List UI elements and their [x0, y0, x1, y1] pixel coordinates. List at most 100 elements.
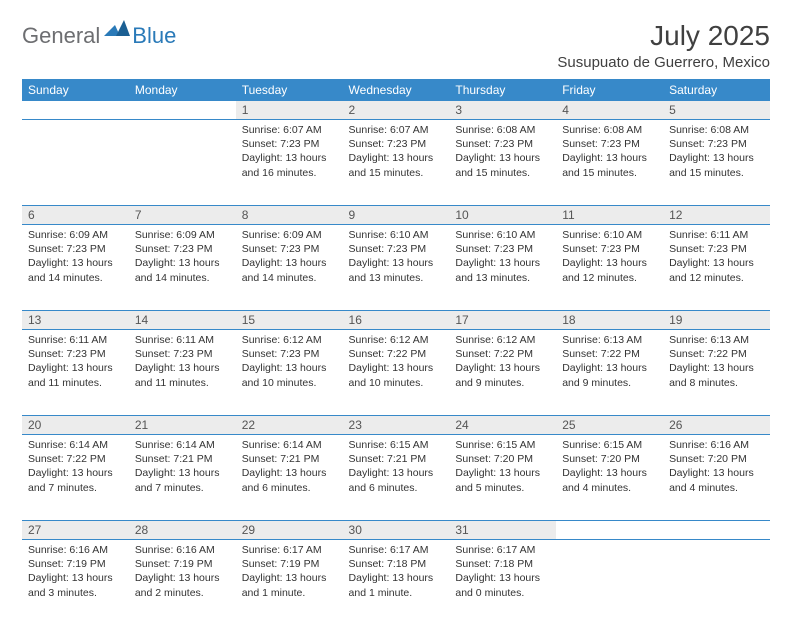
weekday-header: Thursday [449, 79, 556, 101]
sunset-text: Sunset: 7:23 PM [455, 137, 550, 151]
daynum-row: 12345 [22, 101, 770, 120]
calendar-head: SundayMondayTuesdayWednesdayThursdayFrid… [22, 79, 770, 101]
day-content: Sunrise: 6:11 AMSunset: 7:23 PMDaylight:… [663, 225, 770, 291]
day-cell: Sunrise: 6:10 AMSunset: 7:23 PMDaylight:… [556, 225, 663, 311]
day-number: 28 [129, 521, 236, 539]
day-cell: Sunrise: 6:14 AMSunset: 7:22 PMDaylight:… [22, 435, 129, 521]
sunset-text: Sunset: 7:23 PM [349, 137, 444, 151]
daylight-text: Daylight: 13 hours and 14 minutes. [28, 256, 123, 284]
day-number: 8 [236, 206, 343, 224]
sunset-text: Sunset: 7:23 PM [28, 347, 123, 361]
day-cell: Sunrise: 6:17 AMSunset: 7:19 PMDaylight:… [236, 540, 343, 626]
day-number: 6 [22, 206, 129, 224]
daylight-text: Daylight: 13 hours and 1 minute. [242, 571, 337, 599]
day-cell: Sunrise: 6:15 AMSunset: 7:21 PMDaylight:… [343, 435, 450, 521]
day-number: 24 [449, 416, 556, 434]
day-number: 11 [556, 206, 663, 224]
sunrise-text: Sunrise: 6:17 AM [455, 543, 550, 557]
day-content: Sunrise: 6:15 AMSunset: 7:20 PMDaylight:… [556, 435, 663, 501]
day-cell: Sunrise: 6:14 AMSunset: 7:21 PMDaylight:… [129, 435, 236, 521]
day-content: Sunrise: 6:10 AMSunset: 7:23 PMDaylight:… [556, 225, 663, 291]
sunset-text: Sunset: 7:22 PM [28, 452, 123, 466]
sunrise-text: Sunrise: 6:12 AM [349, 333, 444, 347]
weekday-header: Tuesday [236, 79, 343, 101]
sunset-text: Sunset: 7:21 PM [242, 452, 337, 466]
day-content: Sunrise: 6:13 AMSunset: 7:22 PMDaylight:… [663, 330, 770, 396]
daylight-text: Daylight: 13 hours and 15 minutes. [349, 151, 444, 179]
day-number: 14 [129, 311, 236, 329]
sunset-text: Sunset: 7:21 PM [349, 452, 444, 466]
day-cell: Sunrise: 6:15 AMSunset: 7:20 PMDaylight:… [449, 435, 556, 521]
day-cell: Sunrise: 6:07 AMSunset: 7:23 PMDaylight:… [236, 120, 343, 206]
day-number: 12 [663, 206, 770, 224]
daylight-text: Daylight: 13 hours and 15 minutes. [669, 151, 764, 179]
daynum-row: 20212223242526 [22, 416, 770, 435]
day-cell: Sunrise: 6:08 AMSunset: 7:23 PMDaylight:… [663, 120, 770, 206]
day-cell: Sunrise: 6:09 AMSunset: 7:23 PMDaylight:… [22, 225, 129, 311]
day-content: Sunrise: 6:10 AMSunset: 7:23 PMDaylight:… [449, 225, 556, 291]
sunrise-text: Sunrise: 6:07 AM [349, 123, 444, 137]
day-content: Sunrise: 6:15 AMSunset: 7:20 PMDaylight:… [449, 435, 556, 501]
daylight-text: Daylight: 13 hours and 0 minutes. [455, 571, 550, 599]
sunset-text: Sunset: 7:23 PM [242, 242, 337, 256]
daylight-text: Daylight: 13 hours and 3 minutes. [28, 571, 123, 599]
day-content: Sunrise: 6:16 AMSunset: 7:19 PMDaylight:… [129, 540, 236, 606]
day-cell: Sunrise: 6:14 AMSunset: 7:21 PMDaylight:… [236, 435, 343, 521]
daylight-text: Daylight: 13 hours and 7 minutes. [135, 466, 230, 494]
day-cell: Sunrise: 6:16 AMSunset: 7:19 PMDaylight:… [22, 540, 129, 626]
sunrise-text: Sunrise: 6:09 AM [28, 228, 123, 242]
day-cell: Sunrise: 6:13 AMSunset: 7:22 PMDaylight:… [556, 330, 663, 416]
logo-text-blue: Blue [132, 23, 176, 49]
sunset-text: Sunset: 7:19 PM [135, 557, 230, 571]
day-content: Sunrise: 6:12 AMSunset: 7:23 PMDaylight:… [236, 330, 343, 396]
daylight-text: Daylight: 13 hours and 9 minutes. [562, 361, 657, 389]
daylight-text: Daylight: 13 hours and 8 minutes. [669, 361, 764, 389]
daylight-text: Daylight: 13 hours and 10 minutes. [349, 361, 444, 389]
sunset-text: Sunset: 7:22 PM [455, 347, 550, 361]
sunset-text: Sunset: 7:23 PM [562, 242, 657, 256]
sunrise-text: Sunrise: 6:07 AM [242, 123, 337, 137]
day-content: Sunrise: 6:12 AMSunset: 7:22 PMDaylight:… [449, 330, 556, 396]
daylight-text: Daylight: 13 hours and 1 minute. [349, 571, 444, 599]
day-number: 30 [343, 521, 450, 539]
weekday-row: SundayMondayTuesdayWednesdayThursdayFrid… [22, 79, 770, 101]
sunset-text: Sunset: 7:22 PM [562, 347, 657, 361]
daylight-text: Daylight: 13 hours and 13 minutes. [349, 256, 444, 284]
day-number: 27 [22, 521, 129, 539]
day-content: Sunrise: 6:08 AMSunset: 7:23 PMDaylight:… [556, 120, 663, 186]
week-row: Sunrise: 6:09 AMSunset: 7:23 PMDaylight:… [22, 225, 770, 311]
sunrise-text: Sunrise: 6:09 AM [135, 228, 230, 242]
day-cell: Sunrise: 6:11 AMSunset: 7:23 PMDaylight:… [22, 330, 129, 416]
day-number: 29 [236, 521, 343, 539]
daylight-text: Daylight: 13 hours and 12 minutes. [562, 256, 657, 284]
daylight-text: Daylight: 13 hours and 4 minutes. [562, 466, 657, 494]
day-number: 23 [343, 416, 450, 434]
day-content: Sunrise: 6:07 AMSunset: 7:23 PMDaylight:… [343, 120, 450, 186]
day-content: Sunrise: 6:16 AMSunset: 7:19 PMDaylight:… [22, 540, 129, 606]
sunset-text: Sunset: 7:23 PM [349, 242, 444, 256]
sunrise-text: Sunrise: 6:14 AM [28, 438, 123, 452]
weekday-header: Wednesday [343, 79, 450, 101]
sunset-text: Sunset: 7:22 PM [669, 347, 764, 361]
sunset-text: Sunset: 7:20 PM [562, 452, 657, 466]
day-number: 17 [449, 311, 556, 329]
daylight-text: Daylight: 13 hours and 2 minutes. [135, 571, 230, 599]
day-content: Sunrise: 6:10 AMSunset: 7:23 PMDaylight:… [343, 225, 450, 291]
sunset-text: Sunset: 7:19 PM [28, 557, 123, 571]
sunset-text: Sunset: 7:23 PM [135, 242, 230, 256]
day-number: 31 [449, 521, 556, 539]
daylight-text: Daylight: 13 hours and 14 minutes. [135, 256, 230, 284]
day-content: Sunrise: 6:07 AMSunset: 7:23 PMDaylight:… [236, 120, 343, 186]
day-number: 21 [129, 416, 236, 434]
day-number: 13 [22, 311, 129, 329]
day-number: 9 [343, 206, 450, 224]
sunset-text: Sunset: 7:20 PM [669, 452, 764, 466]
day-cell: Sunrise: 6:17 AMSunset: 7:18 PMDaylight:… [449, 540, 556, 626]
day-number: 20 [22, 416, 129, 434]
week-row: Sunrise: 6:07 AMSunset: 7:23 PMDaylight:… [22, 120, 770, 206]
sunrise-text: Sunrise: 6:11 AM [28, 333, 123, 347]
day-number: 5 [663, 101, 770, 119]
daylight-text: Daylight: 13 hours and 16 minutes. [242, 151, 337, 179]
day-content: Sunrise: 6:08 AMSunset: 7:23 PMDaylight:… [663, 120, 770, 186]
sunrise-text: Sunrise: 6:08 AM [455, 123, 550, 137]
